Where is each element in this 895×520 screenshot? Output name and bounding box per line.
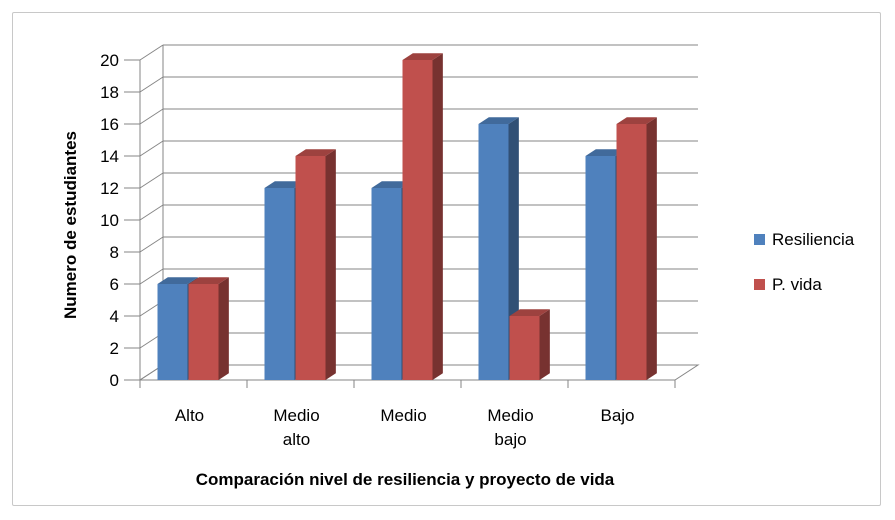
gridline-side: [139, 76, 164, 93]
x-category-label: alto: [283, 430, 310, 449]
bar-p-vida-4: [616, 117, 657, 380]
bar-side: [432, 53, 443, 380]
y-tick-label: 20: [100, 51, 119, 70]
legend-label: Resiliencia: [772, 230, 855, 249]
bar-front: [509, 316, 540, 380]
bar-front: [371, 188, 402, 380]
y-tick-label: 6: [110, 275, 119, 294]
bar-front: [616, 124, 647, 380]
bar-front: [295, 156, 326, 380]
x-category-labels: Alto Medio alto Medio Medio bajo Bajo: [175, 406, 635, 449]
gridline-side: [139, 44, 164, 61]
bar-top: [478, 117, 519, 124]
bar-top: [295, 149, 336, 156]
bar-side: [646, 117, 657, 380]
bars: [157, 53, 657, 380]
legend-swatch: [754, 234, 765, 245]
y-tick-label: 14: [100, 147, 119, 166]
bar-side: [325, 149, 336, 380]
y-tick-label: 18: [100, 83, 119, 102]
bar-top: [402, 53, 443, 60]
bar-front: [157, 284, 188, 380]
x-category-label: Medio: [380, 406, 426, 425]
bar-p-vida-1: [295, 149, 336, 380]
bar-front: [264, 188, 295, 380]
x-category-label: Medio: [487, 406, 533, 425]
gridline-side: [139, 172, 164, 189]
y-tick-labels: 0 2 4 6 8 10 12 14 16 18 20: [100, 51, 119, 390]
bar-top: [371, 181, 412, 188]
y-axis-title: Numero de estudiantes: [61, 131, 80, 319]
gridline-side: [139, 268, 164, 285]
gridline-side: [139, 204, 164, 221]
bar-side: [218, 277, 229, 380]
bar-front: [402, 60, 433, 380]
y-tick-label: 10: [100, 211, 119, 230]
bar-top: [264, 181, 305, 188]
gridline-side: [139, 140, 164, 157]
y-tick-label: 0: [110, 371, 119, 390]
bar-resiliencia-3: [478, 117, 519, 380]
y-tick-label: 12: [100, 179, 119, 198]
y-tick-label: 8: [110, 243, 119, 262]
bar-front: [478, 124, 509, 380]
bar-top: [509, 309, 550, 316]
x-category-label: Medio: [273, 406, 319, 425]
x-category-label: bajo: [494, 430, 526, 449]
gridline-side: [139, 108, 164, 125]
x-axis-title: Comparación nivel de resiliencia y proye…: [196, 470, 615, 489]
y-tick-label: 4: [110, 307, 119, 326]
bar-front: [585, 156, 616, 380]
bar-top: [585, 149, 626, 156]
x-category-label: Alto: [175, 406, 204, 425]
bar-top: [188, 277, 229, 284]
bar-top: [616, 117, 657, 124]
bar-front: [188, 284, 219, 380]
bar-p-vida-2: [402, 53, 443, 380]
bar-p-vida-3: [509, 309, 550, 380]
gridline-side: [139, 236, 164, 253]
y-tick-label: 2: [110, 339, 119, 358]
bar-top: [157, 277, 198, 284]
legend-label: P. vida: [772, 275, 822, 294]
y-tick-label: 16: [100, 115, 119, 134]
bar-side: [539, 309, 550, 380]
bar-p-vida-0: [188, 277, 229, 380]
legend: Resiliencia P. vida: [754, 230, 855, 294]
legend-swatch: [754, 279, 765, 290]
chart-frame: [12, 12, 881, 506]
x-category-label: Bajo: [600, 406, 634, 425]
